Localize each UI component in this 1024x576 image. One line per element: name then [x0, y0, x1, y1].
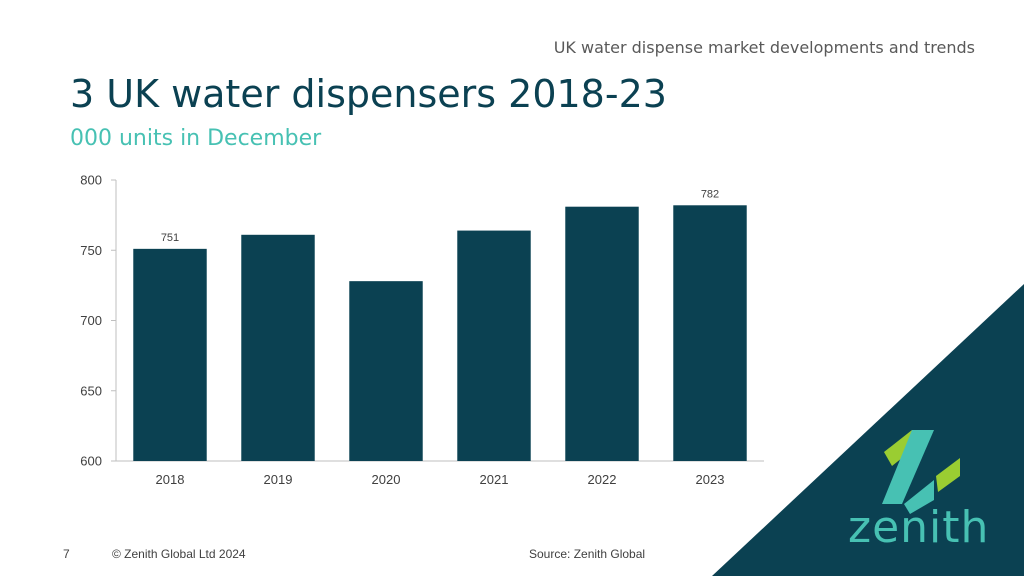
zenith-z-mark-icon	[882, 430, 960, 514]
y-tick-label: 650	[80, 383, 102, 398]
data-label-2018: 751	[161, 232, 179, 244]
data-label-2023: 782	[701, 188, 719, 200]
x-tick-label: 2019	[264, 472, 293, 487]
bar-2020	[349, 281, 423, 461]
bar-2019	[241, 234, 315, 461]
bar-2018	[133, 248, 207, 461]
y-tick-label: 750	[80, 243, 102, 258]
copyright-text: © Zenith Global Ltd 2024	[112, 547, 246, 561]
x-tick-label: 2018	[156, 472, 185, 487]
x-tick-label: 2023	[696, 472, 725, 487]
x-tick-label: 2022	[588, 472, 617, 487]
page-subtitle: 000 units in December	[70, 126, 322, 151]
page-title: 3 UK water dispensers 2018-23	[70, 72, 667, 116]
bar-2022	[565, 206, 639, 461]
bar-2023	[673, 205, 747, 461]
y-tick-label: 600	[80, 454, 102, 469]
y-tick-label: 800	[80, 173, 102, 188]
source-text: Source: Zenith Global	[529, 547, 646, 561]
zenith-logo-text: zenith	[848, 502, 990, 553]
x-tick-label: 2021	[480, 472, 509, 487]
bar-2021	[457, 230, 531, 461]
page-number: 7	[63, 547, 70, 561]
y-tick-label: 700	[80, 313, 102, 328]
report-topic: UK water dispense market developments an…	[553, 38, 975, 57]
x-tick-label: 2020	[372, 472, 401, 487]
